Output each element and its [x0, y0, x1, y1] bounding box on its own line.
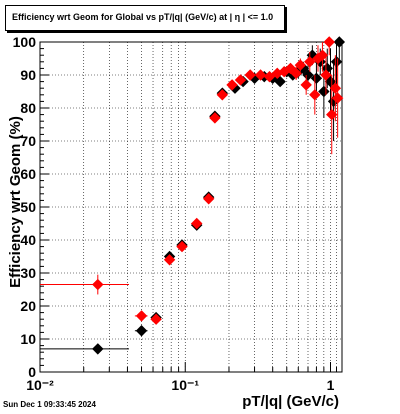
data-point-diamond	[309, 89, 321, 101]
y-tick-label: 30	[20, 265, 36, 281]
data-point-diamond	[135, 310, 148, 322]
data-point-diamond	[310, 72, 323, 85]
data-point-diamond	[323, 36, 335, 48]
data-point-diamond	[254, 69, 267, 81]
y-tick-label: 10	[20, 331, 36, 347]
y-tick-label: 20	[20, 298, 36, 314]
y-tick-label: 40	[20, 232, 36, 248]
y-axis-title: Efficiency wrt Geom (%)	[7, 116, 24, 288]
data-point-diamond	[209, 112, 221, 124]
axes: 0 10 20 30 40 50 60 70 80 90 100 10⁻² 10⁻¹ 1	[13, 34, 338, 393]
series-layer	[40, 36, 346, 355]
data-point-diamond	[176, 240, 188, 253]
data-point-diamond	[331, 92, 344, 104]
series-1	[40, 36, 344, 325]
grid-lines	[39, 42, 342, 372]
y-tick-label: 100	[13, 34, 37, 50]
x-tick-label: 10⁻²	[26, 377, 54, 393]
chart-title: Efficiency wrt Geom for Global vs pT/|q|…	[12, 12, 274, 22]
data-point-diamond	[302, 69, 314, 81]
timestamp: Sun Dec 1 09:33:45 2024	[3, 400, 96, 409]
y-tick-label: 0	[28, 364, 36, 380]
data-point-diamond	[290, 67, 302, 80]
data-point-diamond	[330, 56, 343, 68]
data-point-diamond	[316, 49, 329, 61]
data-point-diamond	[226, 79, 238, 91]
data-point-diamond	[216, 89, 229, 101]
y-tick-label: 60	[20, 166, 36, 182]
data-point-diamond	[191, 217, 203, 230]
data-point-diamond	[294, 59, 307, 71]
chart-title-box: Efficiency wrt Geom for Global vs pT/|q|…	[5, 5, 285, 31]
data-point-diamond	[135, 325, 148, 337]
x-tick-label: 1	[327, 377, 335, 393]
data-point-diamond	[333, 36, 346, 48]
data-point-diamond	[320, 69, 332, 81]
y-tick-label: 70	[20, 133, 36, 149]
data-point-diamond	[300, 79, 312, 91]
y-tick-label: 80	[20, 100, 36, 116]
data-point-diamond	[244, 69, 256, 81]
data-point-diamond	[150, 313, 162, 325]
data-point-diamond	[234, 74, 247, 86]
x-axis-title: pT/|q| (GeV/c)	[242, 393, 339, 410]
data-point-diamond	[92, 343, 104, 355]
data-point-diamond	[274, 75, 286, 88]
data-point-diamond	[92, 278, 104, 291]
series-0	[40, 36, 346, 355]
data-point-diamond	[263, 70, 276, 83]
data-point-diamond	[304, 56, 316, 68]
y-tick-label: 90	[20, 67, 36, 83]
data-point-diamond	[202, 193, 215, 205]
y-tick-label: 50	[20, 199, 36, 215]
data-point-diamond	[163, 254, 176, 266]
x-tick-label: 10⁻¹	[171, 377, 199, 393]
